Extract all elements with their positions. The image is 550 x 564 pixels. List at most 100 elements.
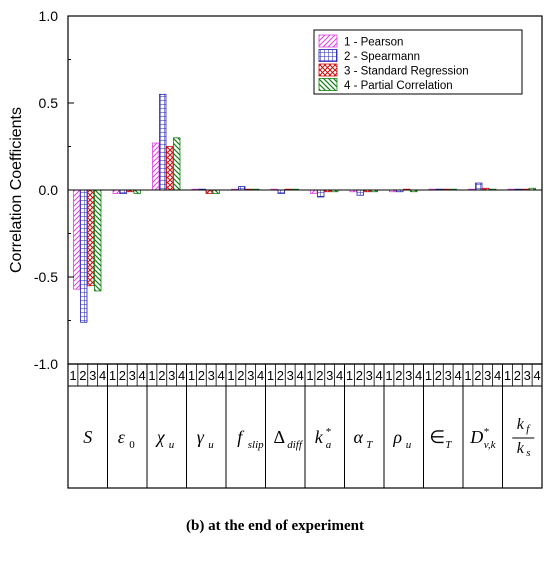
category-text: T xyxy=(366,439,373,451)
y-axis-label: Correlation Coefficients xyxy=(8,107,25,273)
bar-2-8 xyxy=(356,189,364,196)
legend-label-1: 1 - Pearson xyxy=(344,37,403,49)
sub-label: 1 xyxy=(306,368,313,383)
bar-4-3 xyxy=(173,137,181,191)
category-text: γ xyxy=(197,427,205,447)
bar-4-1 xyxy=(94,189,102,292)
sub-label: 4 xyxy=(217,368,224,383)
category-text: α xyxy=(354,427,364,447)
legend-label-3: 3 - Standard Regression xyxy=(344,66,469,78)
bar-2-3 xyxy=(159,93,167,191)
figure-caption: (b) at the end of experiment xyxy=(0,518,550,535)
category-label-10: ∈ T xyxy=(429,427,452,451)
legend-swatch-2 xyxy=(318,49,338,62)
legend-swatch-4 xyxy=(318,78,338,91)
category-label-11: D *v,k xyxy=(469,426,496,451)
sub-label: 3 xyxy=(129,368,136,383)
category-text: f xyxy=(526,423,531,435)
bar-3-1 xyxy=(87,189,95,287)
category-text: S xyxy=(83,427,92,447)
sub-label: 2 xyxy=(474,368,481,383)
bar-1-1 xyxy=(73,189,81,290)
sub-label: 4 xyxy=(99,368,106,383)
category-text: ρ xyxy=(392,427,402,447)
y-tick-label: -1.0 xyxy=(34,356,58,372)
bar-3-3 xyxy=(166,146,174,191)
sub-label: 4 xyxy=(178,368,185,383)
category-text: u xyxy=(169,439,175,451)
sub-label: 2 xyxy=(237,368,244,383)
category-text: * xyxy=(484,426,490,438)
sub-label: 2 xyxy=(198,368,205,383)
bar-1-7 xyxy=(310,189,318,194)
sub-label: 3 xyxy=(366,368,373,383)
sub-label: 3 xyxy=(208,368,215,383)
category-text: 0 xyxy=(129,439,135,451)
sub-label: 1 xyxy=(267,368,274,383)
sub-label: 1 xyxy=(464,368,471,383)
y-tick-label: 0.5 xyxy=(39,95,59,111)
sub-label: 2 xyxy=(514,368,521,383)
sub-label: 4 xyxy=(257,368,264,383)
legend-box xyxy=(313,29,523,95)
legend-label-4: 4 - Partial Correlation xyxy=(344,80,453,92)
sub-label: 1 xyxy=(188,368,195,383)
sub-label: 3 xyxy=(405,368,412,383)
bar-4-2 xyxy=(133,189,141,194)
sub-label: 1 xyxy=(425,368,432,383)
sub-label: 3 xyxy=(484,368,491,383)
bar-3-4 xyxy=(205,189,213,194)
sub-label: 3 xyxy=(524,368,531,383)
bar-2-5 xyxy=(238,186,246,191)
category-text: u xyxy=(208,439,214,451)
bar-2-6 xyxy=(277,189,285,194)
category-text: Δ xyxy=(273,427,285,447)
category-text: diff xyxy=(287,439,304,451)
bar-1-3 xyxy=(152,142,160,191)
category-text: k xyxy=(517,440,525,457)
bar-2-11 xyxy=(475,182,483,191)
legend: 1 - Pearson 2 - Spearmann 3 - Standard Reg… xyxy=(313,29,523,95)
category-text: f xyxy=(237,427,245,447)
legend-label-2: 2 - Spearmann xyxy=(344,51,420,63)
sub-label: 2 xyxy=(356,368,363,383)
y-tick-label: -0.5 xyxy=(34,269,58,285)
category-text: s xyxy=(526,447,530,459)
category-label-1: S xyxy=(83,427,92,447)
category-label-12: k fk s xyxy=(512,416,535,459)
category-label-5: f slip xyxy=(237,427,264,451)
legend-swatch-1 xyxy=(318,34,338,48)
sub-label: 4 xyxy=(454,368,461,383)
sub-label: 4 xyxy=(296,368,303,383)
sub-label: 4 xyxy=(533,368,540,383)
sub-label: 2 xyxy=(435,368,442,383)
sub-label: 3 xyxy=(89,368,96,383)
sub-label: 3 xyxy=(247,368,254,383)
sub-label: 4 xyxy=(138,368,145,383)
bar-2-2 xyxy=(119,189,127,194)
category-text: * xyxy=(326,426,332,438)
sub-label: 1 xyxy=(227,368,234,383)
bar-1-2 xyxy=(112,189,120,194)
y-tick-label: 0.0 xyxy=(39,182,59,198)
caption-prefix: ( xyxy=(186,518,192,534)
sub-label: 2 xyxy=(158,368,165,383)
sub-label: 2 xyxy=(316,368,323,383)
bar-4-4 xyxy=(212,189,220,194)
sub-label: 4 xyxy=(415,368,422,383)
sub-label: 2 xyxy=(395,368,402,383)
category-text: ∈ xyxy=(429,427,445,447)
category-text: χ xyxy=(155,427,166,447)
sub-label: 2 xyxy=(277,368,284,383)
category-text: v,k xyxy=(484,439,497,451)
sub-label: 1 xyxy=(504,368,511,383)
sub-label: 3 xyxy=(168,368,175,383)
caption-letter: b xyxy=(191,518,200,534)
bars-layer xyxy=(73,93,536,323)
